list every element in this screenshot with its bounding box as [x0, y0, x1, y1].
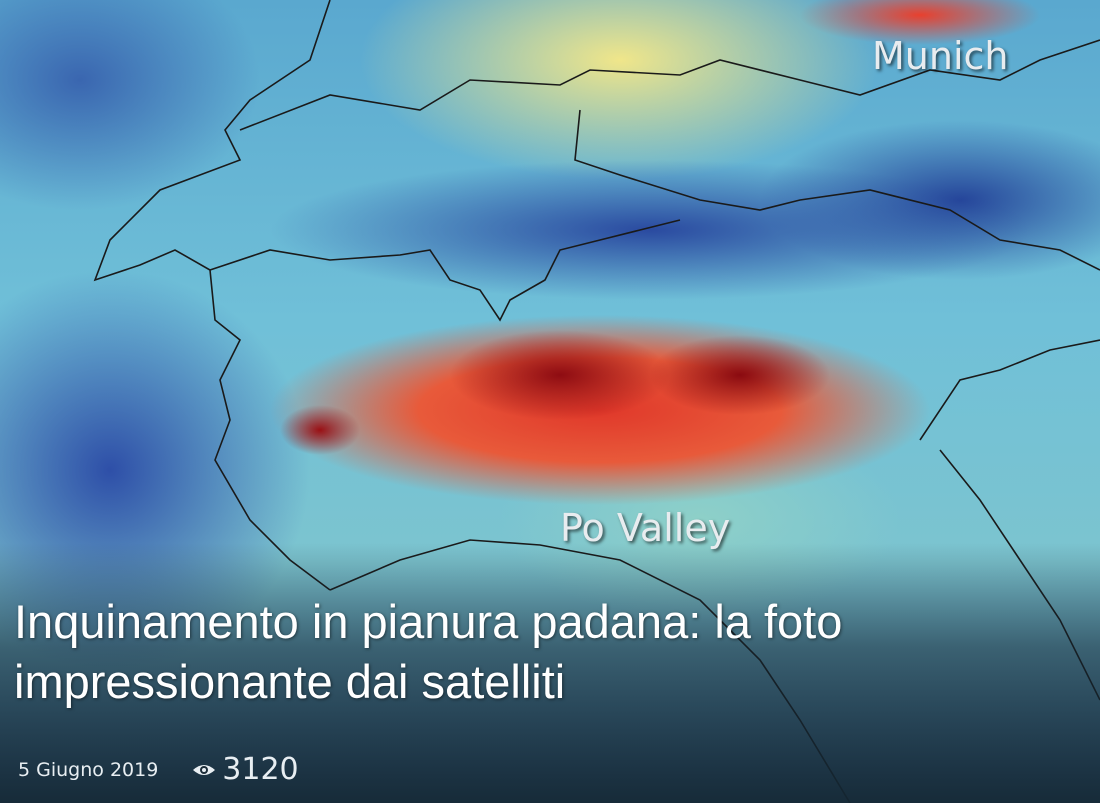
article-meta: 5 Giugno 2019 3120: [18, 752, 299, 787]
article-date: 5 Giugno 2019: [18, 758, 159, 781]
view-count: 3120: [222, 752, 299, 787]
eye-icon: [193, 764, 216, 775]
map-label-po-valley: Po Valley: [560, 506, 731, 550]
title-gradient-overlay: [0, 543, 1100, 803]
map-label-munich: Munich: [872, 34, 1009, 78]
article-title[interactable]: Inquinamento in pianura padana: la foto …: [14, 595, 843, 708]
